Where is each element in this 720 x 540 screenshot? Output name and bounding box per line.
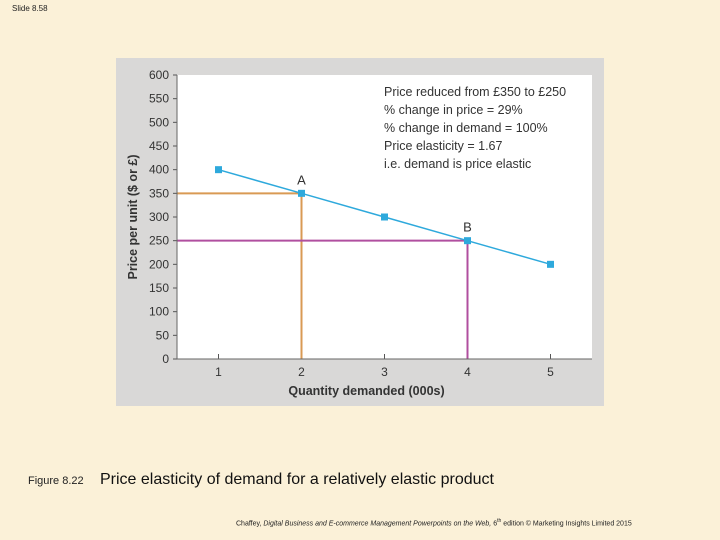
x-tick-label: 1 bbox=[215, 365, 222, 379]
y-tick-label: 450 bbox=[149, 139, 169, 153]
y-tick-label: 200 bbox=[149, 257, 169, 271]
figure-title: Price elasticity of demand for a relativ… bbox=[100, 471, 494, 488]
y-tick-label: 400 bbox=[149, 163, 169, 177]
x-tick-label: 3 bbox=[381, 365, 388, 379]
credit-edition-suffix: th bbox=[497, 518, 502, 524]
credit-rest: edition © Marketing Insights Limited 201… bbox=[501, 520, 632, 528]
x-tick-label: 5 bbox=[547, 365, 554, 379]
data-point bbox=[547, 260, 554, 268]
y-tick-label: 150 bbox=[149, 281, 169, 295]
x-axis-title: Quantity demanded (000s) bbox=[288, 384, 444, 398]
y-tick-label: 600 bbox=[149, 68, 169, 82]
annotation-line: Price elasticity = 1.67 bbox=[384, 139, 503, 153]
y-tick-label: 300 bbox=[149, 210, 169, 224]
y-tick-label: 500 bbox=[149, 115, 169, 129]
annotation-line: Price reduced from £350 to £250 bbox=[384, 85, 566, 99]
y-tick-label: 100 bbox=[149, 305, 169, 319]
data-point bbox=[381, 213, 388, 221]
y-tick-label: 250 bbox=[149, 234, 169, 248]
copyright-credit: Chaffey, Digital Business and E-commerce… bbox=[236, 518, 632, 527]
figure-number: Figure 8.22 bbox=[28, 475, 84, 487]
point-label-b: B bbox=[463, 220, 472, 235]
y-tick-label: 50 bbox=[156, 328, 170, 342]
credit-book-title: Digital Business and E-commerce Manageme… bbox=[263, 520, 494, 528]
slide-number: Slide 8.58 bbox=[12, 4, 48, 13]
data-point bbox=[298, 189, 305, 197]
y-tick-label: 550 bbox=[149, 92, 169, 106]
annotation-line: % change in demand = 100% bbox=[384, 121, 548, 135]
credit-authors: Chaffey, bbox=[236, 520, 264, 528]
data-point bbox=[464, 237, 471, 245]
figure-panel: 0 50 100 150 200 250 300 350 400 450 500 550 600 1 2 3 4… bbox=[116, 58, 604, 406]
y-tick-label: 0 bbox=[162, 352, 169, 366]
x-tick-label: 4 bbox=[464, 365, 471, 379]
x-tick-label: 2 bbox=[298, 365, 305, 379]
price-elasticity-chart: 0 50 100 150 200 250 300 350 400 450 500 550 600 1 2 3 4… bbox=[126, 68, 592, 398]
annotation-line: i.e. demand is price elastic bbox=[384, 157, 531, 171]
data-point bbox=[215, 166, 222, 174]
y-tick-label: 350 bbox=[149, 186, 169, 200]
point-label-a: A bbox=[297, 172, 306, 187]
credit-edition-number: 6 bbox=[493, 520, 498, 528]
y-axis-title: Price per unit ($ or £) bbox=[126, 154, 140, 279]
annotation-line: % change in price = 29% bbox=[384, 103, 523, 117]
